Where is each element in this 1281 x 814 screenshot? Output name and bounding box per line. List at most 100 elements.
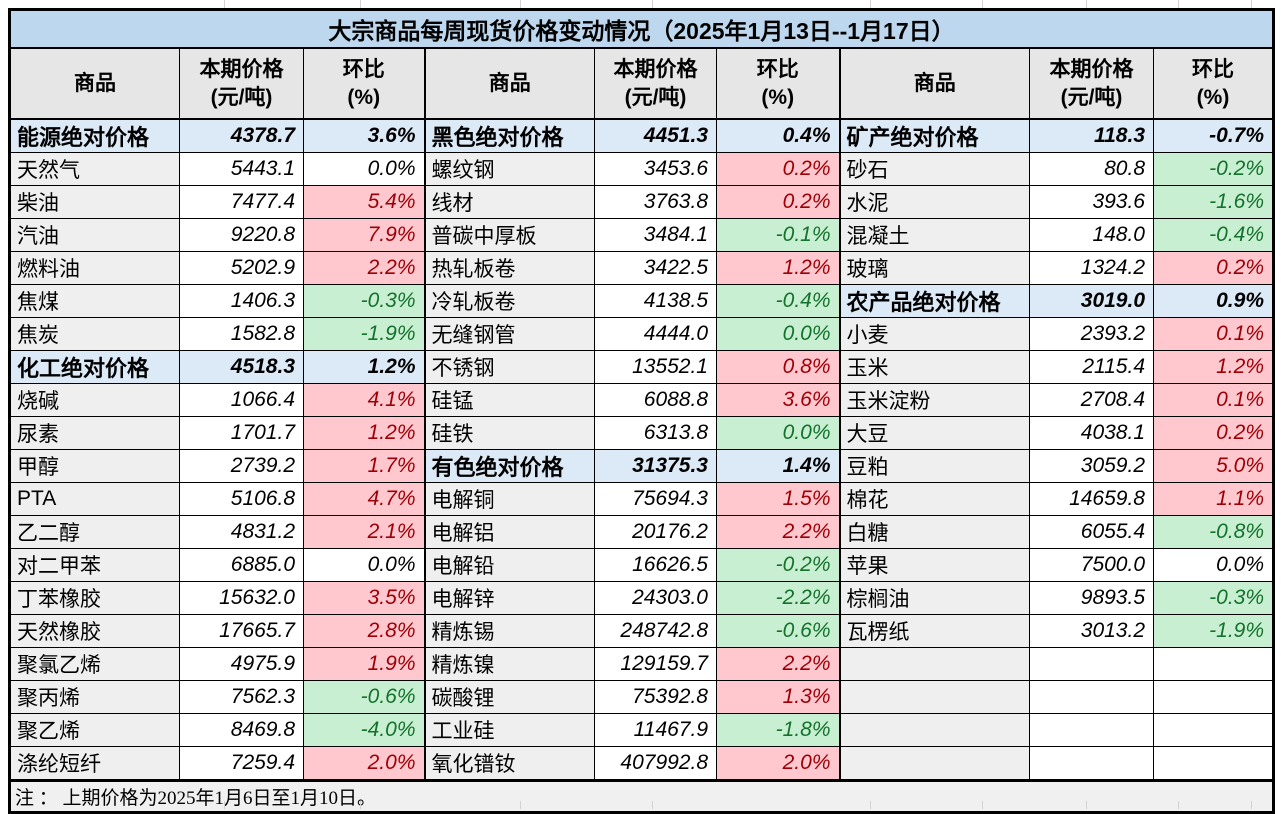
price-cell: 80.8: [1029, 152, 1154, 186]
gridline-tick: [1251, 0, 1252, 8]
commodity-name-cell: 焦煤: [9, 284, 180, 318]
commodity-name-cell: 尿素: [9, 416, 180, 450]
commodity-name-cell: [838, 746, 1030, 781]
column-header-pct: 环比 (%): [716, 47, 840, 120]
pct-change-cell: -1.6%: [1153, 185, 1274, 219]
price-cell: 6313.8: [594, 416, 717, 450]
table-row: 烧碱 1066.4 4.1% 硅锰 6088.8 3.6% 玉米淀粉 2708.4 0.1%: [9, 383, 1274, 417]
commodity-name-cell: 涤纶短纤: [9, 746, 180, 781]
pct-change-cell: -2.2%: [716, 581, 840, 615]
pct-change-cell: -0.4%: [1153, 218, 1274, 252]
commodity-name-cell: 螺纹钢: [423, 152, 595, 186]
pct-change-cell: 3.6%: [716, 383, 840, 417]
price-cell: 4831.2: [179, 515, 304, 549]
commodity-name-cell: 水泥: [838, 185, 1030, 219]
table-title: 大宗商品每周现货价格变动情况（2025年1月13日--1月17日）: [9, 9, 1274, 49]
table-row: 焦煤 1406.3 -0.3% 冷轧板卷 4138.5 -0.4% 农产品绝对价格 3019.…: [9, 284, 1274, 318]
price-cell: 2739.2: [179, 449, 304, 483]
column-header-label: 商品: [913, 71, 956, 95]
price-cell: 13552.1: [594, 350, 717, 384]
price-cell: 16626.5: [594, 548, 717, 582]
commodity-name-cell: 电解锌: [423, 581, 595, 615]
column-header-unit: (%): [1196, 85, 1230, 109]
gridline-tick: [520, 0, 521, 8]
table-row: 燃料油 5202.9 2.2% 热轧板卷 3422.5 1.2% 玻璃 1324.2 0.2%: [9, 251, 1274, 285]
price-cell: 118.3: [1029, 118, 1154, 153]
price-cell: 9893.5: [1029, 581, 1154, 615]
commodity-name-cell: 氧化镨钕: [423, 746, 595, 781]
price-cell: 3422.5: [594, 251, 717, 285]
price-cell: 17665.7: [179, 614, 304, 648]
commodity-name-cell: 碳酸锂: [423, 680, 595, 714]
table-row: 乙二醇 4831.2 2.1% 电解铝 20176.2 2.2% 白糖 6055.4 -0.8%: [9, 515, 1274, 549]
pct-change-cell: 2.2%: [716, 515, 840, 549]
pct-change-cell: -0.7%: [1153, 118, 1274, 153]
commodity-name-cell: 乙二醇: [9, 515, 180, 549]
footnote-row: 注 ： 上期价格为2025年1月6日至1月10日。: [9, 779, 1274, 813]
price-cell: 3059.2: [1029, 449, 1154, 483]
commodity-name-cell: 无缝钢管: [423, 317, 595, 351]
price-cell: 3013.2: [1029, 614, 1154, 648]
commodity-name-cell: 混凝土: [838, 218, 1030, 252]
gridline-tick: [982, 0, 983, 8]
table-body: 能源绝对价格 4378.7 3.6% 黑色绝对价格 4451.3 0.4% 矿产绝对价格 11…: [9, 118, 1274, 781]
commodity-name-cell: 棕榈油: [838, 581, 1030, 615]
price-cell: 5106.8: [179, 482, 304, 516]
price-cell: 248742.8: [594, 614, 717, 648]
commodity-name-cell: 聚氯乙烯: [9, 647, 180, 681]
price-cell: 4518.3: [179, 350, 304, 384]
gridline-tick: [982, 801, 983, 809]
column-header-label: 商品: [74, 71, 116, 95]
commodity-name-cell: 冷轧板卷: [423, 284, 595, 318]
commodity-name-cell: 对二甲苯: [9, 548, 180, 582]
pct-change-cell: 4.7%: [303, 482, 425, 516]
price-cell: 3453.6: [594, 152, 717, 186]
price-cell: 15632.0: [179, 581, 304, 615]
pct-change-cell: 1.2%: [716, 251, 840, 285]
pct-change-cell: -4.0%: [303, 713, 425, 747]
commodity-name-cell: [838, 680, 1030, 714]
price-cell: 9220.8: [179, 218, 304, 252]
price-cell: 4975.9: [179, 647, 304, 681]
price-cell: 75694.3: [594, 482, 717, 516]
pct-change-cell: 0.0%: [716, 416, 840, 450]
commodity-name-cell: 工业硅: [423, 713, 595, 747]
commodity-name-cell: PTA: [9, 482, 180, 516]
table-row: 汽油 9220.8 7.9% 普碳中厚板 3484.1 -0.1% 混凝土 148.0 -0.4…: [9, 218, 1274, 252]
commodity-name-cell: 能源绝对价格: [9, 118, 180, 153]
price-cell: [1029, 746, 1154, 781]
pct-change-cell: 0.0%: [303, 152, 425, 186]
commodity-name-cell: 玻璃: [838, 251, 1030, 285]
price-cell: [1029, 680, 1154, 714]
column-header-unit: (元/吨): [624, 85, 687, 109]
table-row: 聚丙烯 7562.3 -0.6% 碳酸锂 75392.8 1.3%: [9, 680, 1274, 714]
pct-change-cell: -0.6%: [303, 680, 425, 714]
pct-change-cell: -0.8%: [1153, 515, 1274, 549]
pct-change-cell: 2.0%: [716, 746, 840, 781]
gridline-tick: [224, 801, 225, 809]
pct-change-cell: 1.2%: [1153, 350, 1274, 384]
price-cell: 1066.4: [179, 383, 304, 417]
commodity-name-cell: 玉米: [838, 350, 1030, 384]
gridline-tick: [360, 0, 361, 8]
commodity-name-cell: 丁苯橡胶: [9, 581, 180, 615]
column-header-price: 本期价格 (元/吨): [1029, 47, 1154, 120]
commodity-name-cell: 矿产绝对价格: [838, 118, 1030, 153]
pct-change-cell: -0.1%: [716, 218, 840, 252]
column-header-label: 商品: [488, 71, 531, 95]
pct-change-cell: 0.2%: [716, 152, 840, 186]
column-header-pct: 环比 (%): [1153, 47, 1274, 120]
price-cell: 5443.1: [179, 152, 304, 186]
commodity-name-cell: 线材: [423, 185, 595, 219]
price-cell: 3019.0: [1029, 284, 1154, 318]
commodity-name-cell: 棉花: [838, 482, 1030, 516]
table-row: 涤纶短纤 7259.4 2.0% 氧化镨钕 407992.8 2.0%: [9, 746, 1274, 781]
price-cell: 6088.8: [594, 383, 717, 417]
footnote: 注 ： 上期价格为2025年1月6日至1月10日。: [9, 779, 1274, 813]
price-cell: 20176.2: [594, 515, 717, 549]
table-row: 丁苯橡胶 15632.0 3.5% 电解锌 24303.0 -2.2% 棕榈油 9893.5-…: [9, 581, 1274, 615]
price-cell: 7477.4: [179, 185, 304, 219]
price-cell: 407992.8: [594, 746, 717, 781]
pct-change-cell: 0.0%: [1153, 548, 1274, 582]
